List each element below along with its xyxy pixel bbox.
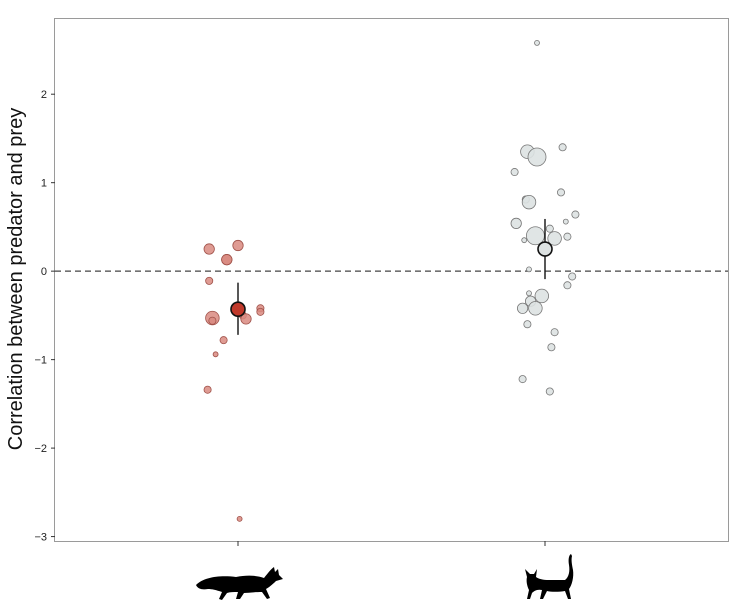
data-point	[568, 272, 577, 281]
data-point	[203, 385, 212, 394]
data-points	[203, 39, 580, 522]
y-tick-label: 1	[41, 178, 47, 190]
data-point	[563, 232, 572, 241]
data-point	[534, 39, 540, 46]
data-point	[550, 328, 559, 337]
x-axis	[237, 541, 546, 546]
y-tick-label: −3	[34, 532, 47, 544]
data-point	[571, 210, 580, 219]
data-point	[547, 231, 562, 246]
data-point	[521, 237, 528, 244]
data-point	[562, 218, 569, 225]
data-point	[212, 351, 219, 358]
y-tick-label: 0	[41, 266, 47, 278]
mean-point	[537, 241, 553, 257]
y-tick-label: 2	[41, 89, 47, 101]
fox-icon	[196, 567, 283, 600]
data-point	[232, 239, 244, 252]
data-point	[236, 515, 243, 522]
data-point	[545, 224, 554, 233]
data-point	[523, 320, 532, 329]
data-point	[527, 147, 547, 167]
data-point	[240, 313, 252, 325]
data-point	[563, 281, 572, 290]
data-point	[528, 301, 543, 316]
data-point	[547, 343, 556, 352]
mean-point	[230, 301, 246, 317]
data-point	[208, 316, 217, 325]
data-point	[521, 194, 537, 210]
data-point	[518, 375, 527, 384]
data-point	[516, 302, 529, 314]
y-tick-label: −1	[34, 355, 47, 367]
data-point	[510, 168, 519, 177]
data-point	[557, 188, 566, 197]
data-point	[526, 266, 532, 273]
data-point	[256, 307, 265, 316]
y-tick-label: −2	[34, 443, 47, 455]
panel-border	[54, 18, 729, 542]
summary-estimates	[230, 218, 553, 335]
data-point	[526, 290, 532, 297]
data-point	[203, 243, 215, 255]
data-point	[219, 336, 228, 345]
y-axis: −3 −2 −1 0 1 2	[34, 89, 55, 544]
y-axis-title: Correlation between predator and prey	[5, 108, 27, 450]
data-point	[545, 387, 554, 396]
cat-icon	[525, 554, 574, 599]
data-point	[534, 288, 550, 304]
data-point	[510, 217, 522, 229]
data-point	[558, 143, 567, 152]
data-point	[221, 254, 233, 266]
data-point	[205, 276, 214, 285]
